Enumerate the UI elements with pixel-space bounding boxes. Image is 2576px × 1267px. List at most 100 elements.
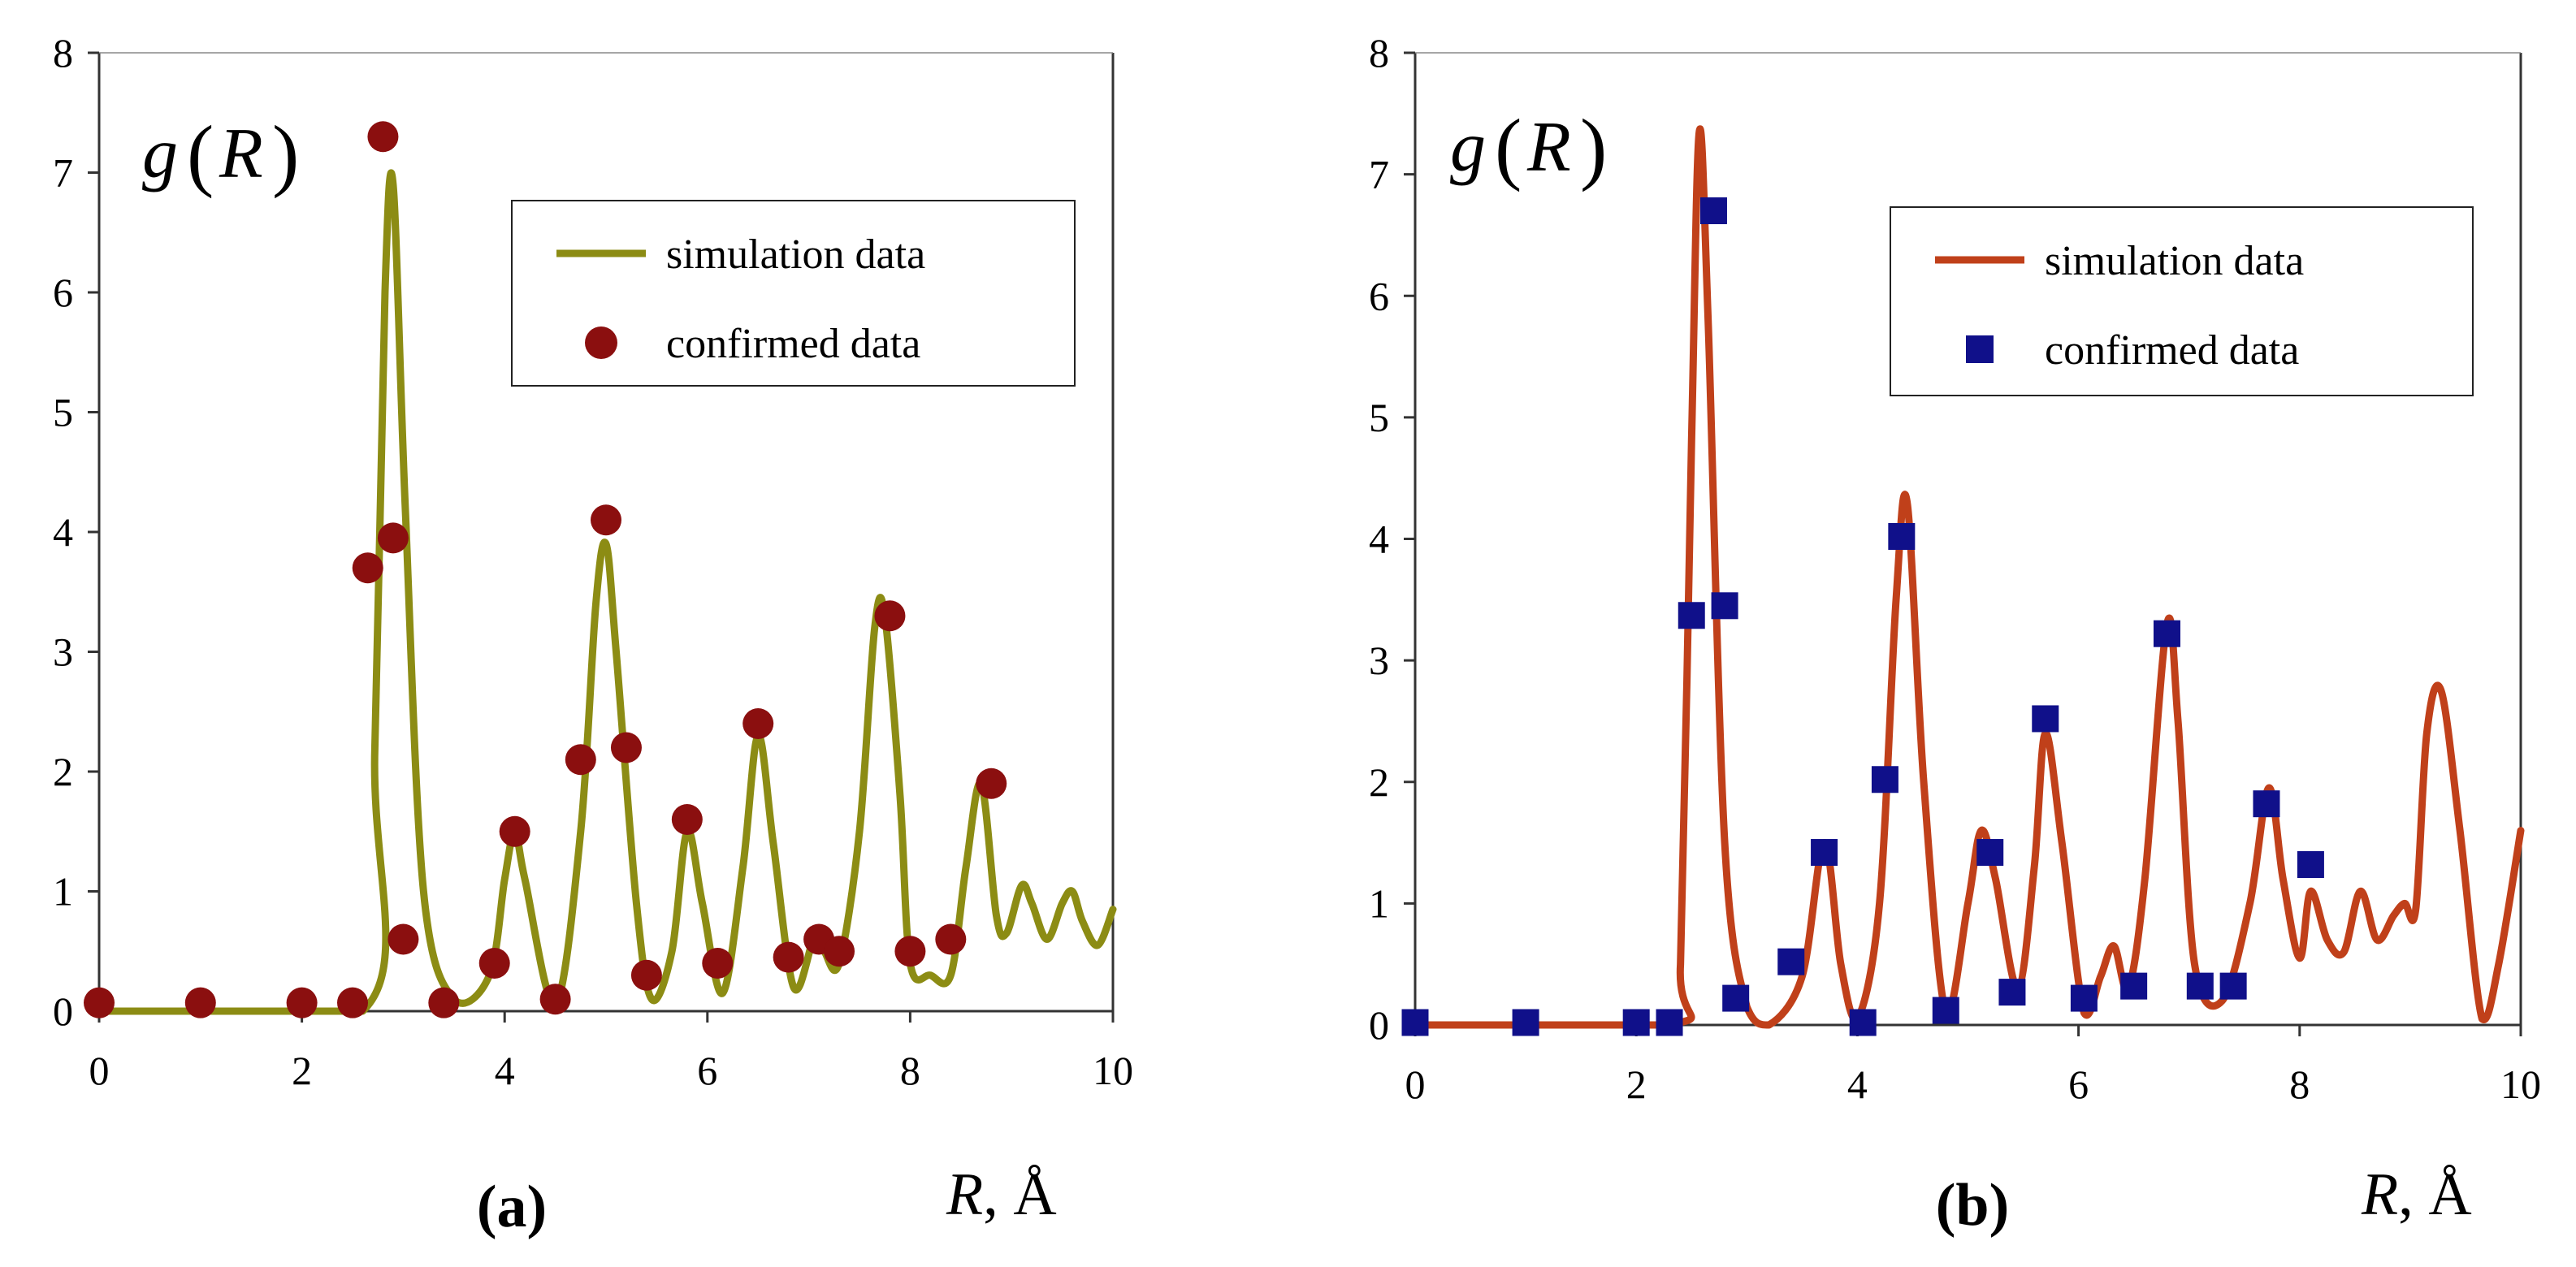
x-label-variable: R (946, 1161, 983, 1228)
confirmed-data-point (1871, 766, 1898, 793)
confirmed-data-point (286, 987, 318, 1018)
legend: simulation data confirmed data (1890, 206, 2474, 396)
y-tick-label: 6 (1369, 273, 1389, 318)
confirmed-data-point (630, 959, 662, 991)
y-label-variable: R (219, 115, 263, 193)
confirmed-data-point (702, 948, 734, 979)
confirmed-data-point (824, 936, 855, 967)
y-tick-label: 2 (53, 749, 73, 794)
y-tick-label: 1 (1369, 880, 1389, 926)
x-axis-label: R, Å (946, 1161, 1057, 1228)
confirmed-data-point (1512, 1009, 1539, 1036)
confirmed-data-point (2186, 972, 2214, 1000)
confirmed-data-point (1678, 602, 1705, 629)
y-tick-label: 4 (53, 509, 73, 555)
x-tick-label: 10 (2500, 1062, 2541, 1107)
confirmed-data-point (610, 732, 642, 763)
confirmed-data-point (2153, 620, 2180, 647)
y-tick-label: 8 (53, 30, 73, 76)
legend-label: simulation data (2045, 238, 2304, 284)
x-tick-label: 6 (2068, 1062, 2089, 1107)
y-tick-label: 4 (1369, 517, 1389, 562)
chart-panel-a: 0 1 2 3 4 5 6 7 8 0 2 4 6 8 10 simulation data confirmed… (53, 30, 1133, 1240)
confirmed-data-point (84, 987, 115, 1018)
confirmed-data-point (1722, 984, 1750, 1012)
x-tick-label: 6 (697, 1048, 717, 1093)
simulation-data-line (95, 169, 1117, 1015)
confirmed-data-point (352, 552, 383, 584)
confirmed-data-point (1849, 1009, 1877, 1036)
confirmed-data-point (1622, 1009, 1650, 1036)
x-label-unit: , Å (983, 1161, 1056, 1228)
legend-box (1890, 206, 2474, 396)
confirmed-data-point (976, 768, 1007, 799)
confirmed-data-point (742, 708, 774, 739)
y-label-paren-close: ) (1580, 102, 1607, 192)
confirmed-data-point (337, 987, 368, 1018)
confirmed-data-point (2070, 984, 2098, 1012)
legend: simulation data confirmed data (511, 200, 1076, 387)
confirmed-data-point (894, 936, 926, 967)
confirmed-data-point (367, 121, 399, 153)
x-tick-label: 0 (1405, 1062, 1426, 1107)
x-tick-label: 2 (1626, 1062, 1647, 1107)
x-tick-label: 8 (2289, 1062, 2310, 1107)
confirmed-data-point (1699, 197, 1727, 225)
y-tick-label: 6 (53, 270, 73, 315)
confirmed-data-point (184, 987, 216, 1018)
confirmed-data-point (773, 941, 804, 973)
confirmed-data-point (565, 744, 596, 776)
confirmed-data-point (591, 504, 621, 536)
x-tick-label: 4 (495, 1048, 515, 1093)
y-label-function: g (142, 115, 178, 193)
confirmed-data-point (2253, 790, 2280, 818)
confirmed-data-point (935, 923, 967, 955)
confirmed-data-point (387, 923, 419, 955)
x-label-variable: R (2361, 1161, 2398, 1228)
y-label-paren-open: ( (1495, 102, 1522, 192)
x-tick-label: 10 (1093, 1048, 1133, 1093)
panel-label: (b) (1936, 1172, 2009, 1239)
confirmed-data-point (1888, 523, 1916, 551)
y-axis-label: g(R) (1450, 102, 1607, 192)
y-tick-label: 7 (1369, 152, 1389, 197)
confirmed-data-point (499, 815, 530, 847)
confirmed-data-point (671, 804, 703, 835)
confirmed-data-point (1777, 948, 1805, 975)
y-tick-label: 2 (1369, 759, 1389, 805)
y-tick-label: 7 (53, 150, 73, 196)
y-tick-label: 5 (1369, 395, 1389, 440)
simulation-data-line (1411, 125, 2525, 1029)
y-label-variable: R (1526, 108, 1571, 187)
y-tick-label: 5 (53, 390, 73, 435)
confirmed-data-point (428, 987, 460, 1018)
y-tick-label: 3 (1369, 638, 1389, 683)
y-tick-label: 1 (53, 869, 73, 915)
y-label-paren-open: ( (187, 109, 214, 199)
confirmed-data-point (2297, 850, 2324, 878)
confirmed-data-point (2120, 972, 2148, 1000)
x-tick-label: 0 (89, 1048, 110, 1093)
confirmed-data-point (1998, 979, 2026, 1006)
y-tick-label: 0 (53, 988, 73, 1034)
confirmed-data-point (874, 600, 906, 632)
confirmed-data-point (1656, 1009, 1683, 1036)
x-axis-label: R, Å (2361, 1161, 2472, 1228)
confirmed-data-point (478, 948, 510, 979)
y-label-function: g (1450, 108, 1486, 187)
confirmed-data-point (539, 984, 571, 1015)
legend-label: confirmed data (2045, 327, 2299, 374)
x-tick-label: 4 (1847, 1062, 1868, 1107)
confirmed-data-point (2032, 705, 2059, 733)
legend-label: confirmed data (666, 321, 920, 367)
y-tick-label: 0 (1369, 1002, 1389, 1048)
confirmed-data-point (1711, 592, 1738, 620)
confirmed-data-point (1932, 997, 1959, 1024)
panel-label: (a) (477, 1174, 547, 1240)
y-tick-label: 8 (1369, 30, 1389, 76)
x-tick-label: 8 (900, 1048, 920, 1093)
legend-label: simulation data (666, 231, 925, 278)
legend-circle-swatch (585, 326, 617, 359)
y-axis-label: g(R) (142, 109, 299, 199)
